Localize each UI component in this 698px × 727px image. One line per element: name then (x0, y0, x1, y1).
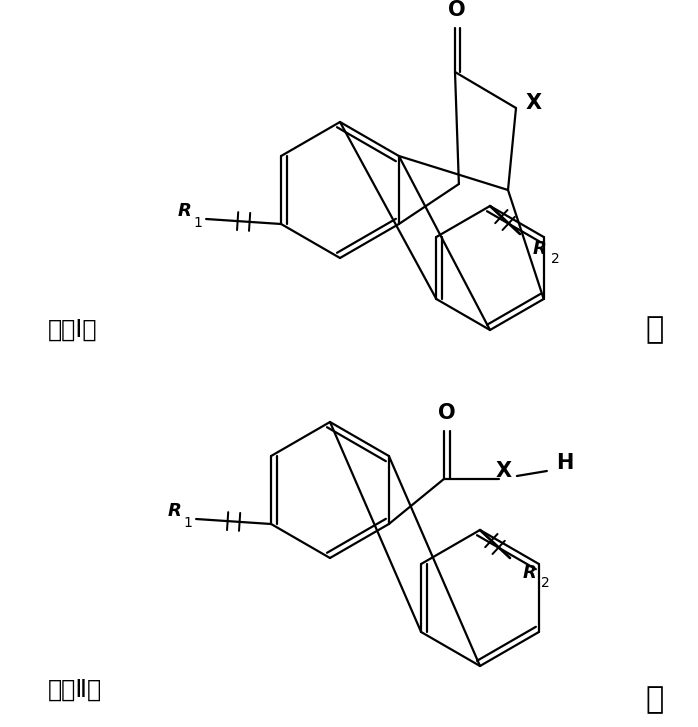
Text: 1: 1 (193, 216, 202, 230)
Text: R: R (168, 502, 181, 520)
Text: 、: 、 (646, 316, 664, 345)
Text: O: O (438, 403, 456, 423)
Text: R: R (177, 202, 191, 220)
Text: R: R (523, 564, 537, 582)
Text: X: X (526, 93, 542, 113)
Text: ；: ； (646, 686, 664, 715)
Text: X: X (496, 461, 512, 481)
Text: O: O (448, 0, 466, 20)
Text: 2: 2 (551, 252, 559, 266)
Text: 式（Ⅱ）: 式（Ⅱ） (48, 678, 102, 702)
Text: R: R (533, 240, 547, 258)
Text: 2: 2 (541, 576, 549, 590)
Text: H: H (556, 453, 574, 473)
Text: 式（Ⅰ）: 式（Ⅰ） (48, 318, 98, 342)
Text: 1: 1 (184, 516, 193, 530)
